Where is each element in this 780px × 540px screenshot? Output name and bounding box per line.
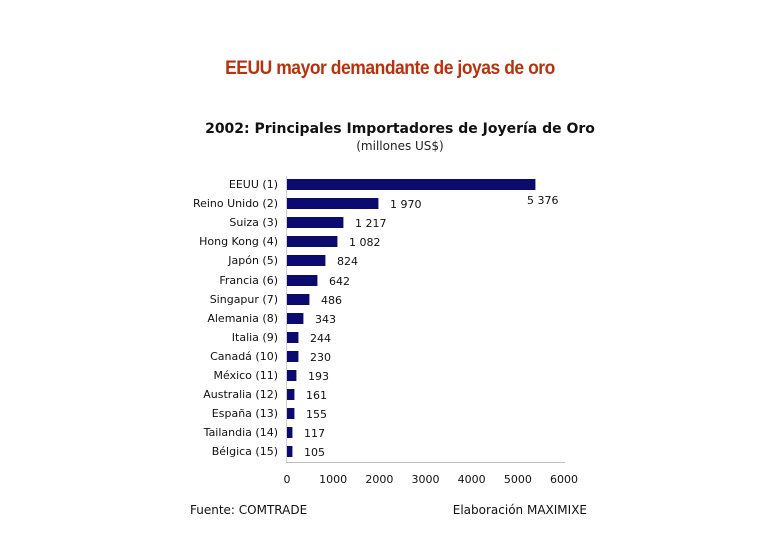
category-label: Suiza (3)	[229, 216, 278, 229]
value-label: 193	[308, 370, 329, 383]
category-label: Singapur (7)	[209, 293, 278, 306]
category-label: México (11)	[213, 369, 279, 382]
x-tick-label: 2000	[365, 473, 394, 486]
category-label: Francia (6)	[219, 274, 278, 287]
bar	[287, 389, 295, 400]
bar	[287, 198, 379, 209]
bar	[287, 179, 536, 190]
value-label: 343	[315, 313, 336, 326]
value-label: 230	[310, 351, 331, 364]
bar	[287, 332, 299, 343]
chart-title: 2002: Principales Importadores de Joyerí…	[205, 121, 595, 137]
bar	[287, 236, 338, 247]
bar	[287, 294, 310, 305]
value-label: 5 376	[527, 194, 559, 207]
chart-subtitle: (millones US$)	[356, 139, 444, 153]
value-label: 1 970	[390, 198, 422, 211]
bar	[287, 313, 304, 324]
bar	[287, 351, 299, 362]
slide-title: EEUU mayor demandante de joyas de oro	[225, 58, 555, 79]
category-label: Alemania (8)	[207, 312, 278, 325]
value-label: 824	[337, 255, 358, 268]
bar	[287, 427, 293, 438]
bar	[287, 255, 326, 266]
y-axis-line	[286, 176, 287, 463]
value-label: 642	[329, 275, 350, 288]
value-label: 117	[304, 427, 325, 440]
bar	[287, 275, 318, 286]
x-axis-line	[286, 462, 565, 463]
credit-note: Elaboración MAXIMIXE	[452, 503, 587, 517]
category-label: España (13)	[211, 407, 278, 420]
value-label: 244	[310, 332, 331, 345]
bar	[287, 217, 344, 228]
category-label: Australia (12)	[203, 388, 278, 401]
value-label: 155	[306, 408, 327, 421]
category-label: Bélgica (15)	[211, 445, 278, 458]
value-label: 105	[304, 446, 325, 459]
value-label: 486	[321, 294, 342, 307]
bar	[287, 408, 295, 419]
bar	[287, 370, 297, 381]
value-label: 1 217	[355, 217, 387, 230]
value-label: 161	[306, 389, 327, 402]
category-label: Japón (5)	[228, 254, 278, 267]
category-label: Canadá (10)	[210, 350, 278, 363]
value-label: 1 082	[349, 236, 381, 249]
category-label: EEUU (1)	[228, 178, 278, 191]
x-tick-label: 4000	[457, 473, 486, 486]
x-tick-label: 1000	[319, 473, 348, 486]
x-tick-label: 3000	[411, 473, 440, 486]
source-note: Fuente: COMTRADE	[190, 503, 308, 517]
x-tick-label: 5000	[503, 473, 532, 486]
category-label: Reino Unido (2)	[192, 197, 278, 210]
x-tick-label: 6000	[550, 473, 578, 486]
category-label: Italia (9)	[231, 331, 278, 344]
x-tick-label: 0	[283, 473, 291, 486]
bar	[287, 446, 293, 457]
category-label: Hong Kong (4)	[199, 235, 278, 248]
category-label: Tailandia (14)	[203, 426, 278, 439]
